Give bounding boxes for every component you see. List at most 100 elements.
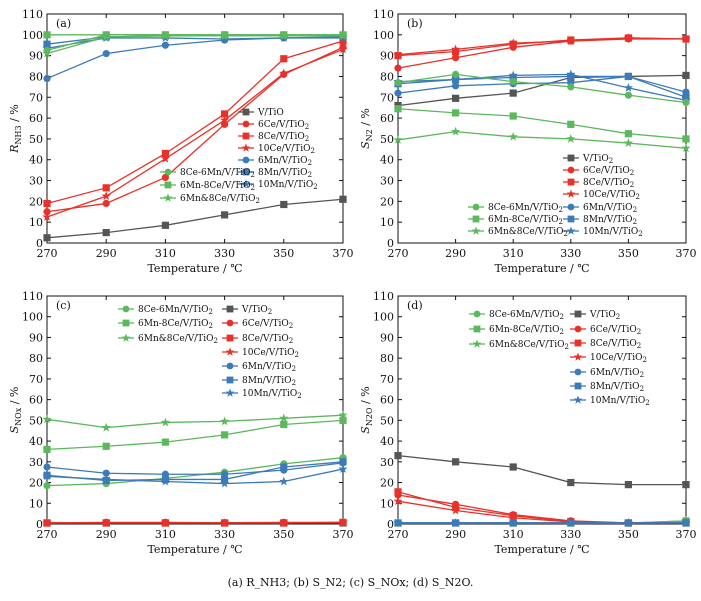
x-tick-label: 310 <box>155 528 176 541</box>
series-line-8ce-v-tio2 <box>46 40 344 205</box>
legend-item-6ce-v-tio2: 6Ce/V/TiO2 <box>238 120 309 131</box>
legend-label: 10Ce/V/TiO2 <box>242 348 299 359</box>
legend-swatch-marker <box>473 310 481 318</box>
data-point-6mn-8ce-v-tio2 <box>42 414 52 424</box>
data-point-6mn-8ce-v-tio2 <box>624 130 632 138</box>
series-line-6mn-8ce-v-tio2 <box>46 419 344 451</box>
legend-label: 8Ce-6Mn/V/TiO2 <box>488 203 563 214</box>
data-point-6mn-8ce-v-tio2 <box>338 31 348 40</box>
legend-label: 6Ce/V/TiO2 <box>583 166 634 177</box>
x-tick-label: 330 <box>560 528 581 541</box>
series-line-6mn-8ce-v-tio2 <box>397 108 687 140</box>
y-tick-label: 40 <box>29 154 43 167</box>
legend-label-text: 6Ce/V/TiO <box>242 319 289 329</box>
y-tick-label: 50 <box>380 414 394 427</box>
plot-frame <box>46 13 344 244</box>
data-point-8ce-v-tio2 <box>161 149 169 158</box>
data-point-6mn-8ce-v-tio2 <box>567 120 575 128</box>
legend-item-8mn-v-tio2: 8Mn/V/TiO2 <box>238 168 312 179</box>
series-line-10ce-v-tio2 <box>397 37 687 56</box>
legend-label: V/TiO2 <box>582 154 613 165</box>
legend-label-text: 6Mn/V/TiO <box>590 368 640 378</box>
y-tick-label: 90 <box>29 331 43 344</box>
legend-swatch-marker <box>566 189 576 198</box>
data-point-10ce-v-tio2 <box>160 518 171 527</box>
legend-label-subscript: 2 <box>295 351 299 359</box>
data-point-10mn-v-tio2 <box>566 69 576 79</box>
data-point-6mn-8ce-v-tio2 <box>623 138 634 147</box>
legend-label-text: 8Ce-6Mn/V/TiO <box>138 305 209 315</box>
legend-label-subscript: 2 <box>289 337 293 345</box>
y-axis-label-subscript: N2 <box>365 129 374 141</box>
legend-item-6mn-v-tio2: 6Mn/V/TiO2 <box>222 362 296 373</box>
panel-label: (a) <box>56 17 71 30</box>
legend-label: 10Mn/V/TiO2 <box>258 180 318 191</box>
legend-label-subscript: 2 <box>633 206 637 214</box>
y-tick-label: 30 <box>380 175 394 188</box>
legend-swatch-marker <box>567 166 575 174</box>
legend-label-subscript: 2 <box>308 159 312 167</box>
legend-swatch-marker <box>164 168 172 176</box>
legend-item-6mn-v-tio2: 6Mn/V/TiO2 <box>238 156 312 167</box>
y-tick-label: 70 <box>380 91 394 104</box>
data-point-10mn-v-tio2 <box>508 70 518 80</box>
y-tick-label: 0 <box>36 518 43 531</box>
legend-swatch-marker <box>226 376 234 384</box>
data-point-6mn-8ce-v-tio2 <box>681 143 691 153</box>
y-tick-label: 60 <box>380 394 394 407</box>
legend-label-text: V/TiO <box>241 305 268 315</box>
legend-label-subscript: 2 <box>251 184 255 192</box>
series-line-10ce-v-tio2 <box>397 500 686 524</box>
legend-item-10mn-v-tio2: 10Mn/V/TiO2 <box>222 388 302 400</box>
series-line-10mn-v-tio2 <box>397 73 687 102</box>
legend-swatch-marker <box>472 203 480 211</box>
data-point-6mn-8ce-v-tio2 <box>160 31 171 40</box>
series-line-6ce-v-tio2 <box>397 38 686 69</box>
data-point-10ce-v-tio2 <box>508 38 518 48</box>
legend-swatch-marker <box>121 333 131 342</box>
data-point-6mn-8ce-v-tio2 <box>160 417 171 427</box>
series-line-6mn-v-tio2 <box>46 462 344 475</box>
legend-label-text: 6Mn-8Ce/V/TiO <box>488 215 559 225</box>
legend-label: 10Ce/V/TiO2 <box>583 190 640 201</box>
legend-label-text: 6Mn&8Ce/V/TiO <box>488 227 564 237</box>
data-point-8ce-v-tio2 <box>339 37 347 45</box>
legend-item-6mn-v-tio2: 6Mn/V/TiO2 <box>563 203 637 214</box>
legend-label-subscript: 2 <box>638 230 642 238</box>
data-point-8ce-6mn-v-tio2 <box>394 79 402 87</box>
data-point-10ce-v-tio2 <box>393 49 403 59</box>
x-tick-label: 290 <box>96 528 117 541</box>
legend-swatch-marker <box>242 156 250 164</box>
y-tick-label: 90 <box>380 50 394 63</box>
legend-label: 6Mn&8Ce/V/TiO2 <box>488 227 568 238</box>
series-6mn-8ce-v-tio2 <box>393 126 691 153</box>
data-point-v-tio2 <box>682 481 690 489</box>
y-tick-label: 50 <box>380 133 394 146</box>
legend-label: 10Mn/V/TiO2 <box>590 396 650 407</box>
legend: 8Ce-6Mn/V/TiO26Mn-8Ce/V/TiO26Mn&8Ce/V/Ti… <box>469 310 650 407</box>
legend-swatch-marker <box>573 352 583 361</box>
y-axis-label-symbol: S <box>359 426 372 434</box>
data-point-6mn-8ce-v-tio2 <box>338 410 348 420</box>
x-axis-label: Temperature / ℃ <box>147 543 242 556</box>
legend-label: 10Ce/V/TiO2 <box>590 353 647 364</box>
x-tick-label: 350 <box>273 528 294 541</box>
y-tick-label: 100 <box>373 29 394 42</box>
data-point-6mn-8ce-v-tio2 <box>43 31 51 39</box>
series-8ce-v-tio2 <box>43 37 347 208</box>
series-line-6mn-v-tio2 <box>46 36 344 80</box>
legend-label: 6Mn-8Ce/V/TiO2 <box>489 325 564 336</box>
series-line-10ce-v-tio2 <box>47 521 344 524</box>
legend-item-10mn-v-tio2: 10Mn/V/TiO2 <box>563 226 643 238</box>
y-tick-label: 80 <box>380 70 394 83</box>
series-6mn-8ce-v-tio2 <box>394 105 690 143</box>
data-point-10mn-v-tio2 <box>101 474 111 484</box>
legend-swatch-marker <box>471 226 481 235</box>
data-point-10mn-v-tio2 <box>450 74 461 84</box>
series-line-6mn-v-tio2 <box>397 75 687 94</box>
y-tick-label: 80 <box>29 352 43 365</box>
legend-item-8mn-v-tio2: 8Mn/V/TiO2 <box>563 215 637 226</box>
data-point-6mn-v-tio2 <box>161 41 169 49</box>
data-point-10mn-v-tio2 <box>623 518 634 527</box>
data-point-8ce-v-tio2 <box>43 199 51 208</box>
